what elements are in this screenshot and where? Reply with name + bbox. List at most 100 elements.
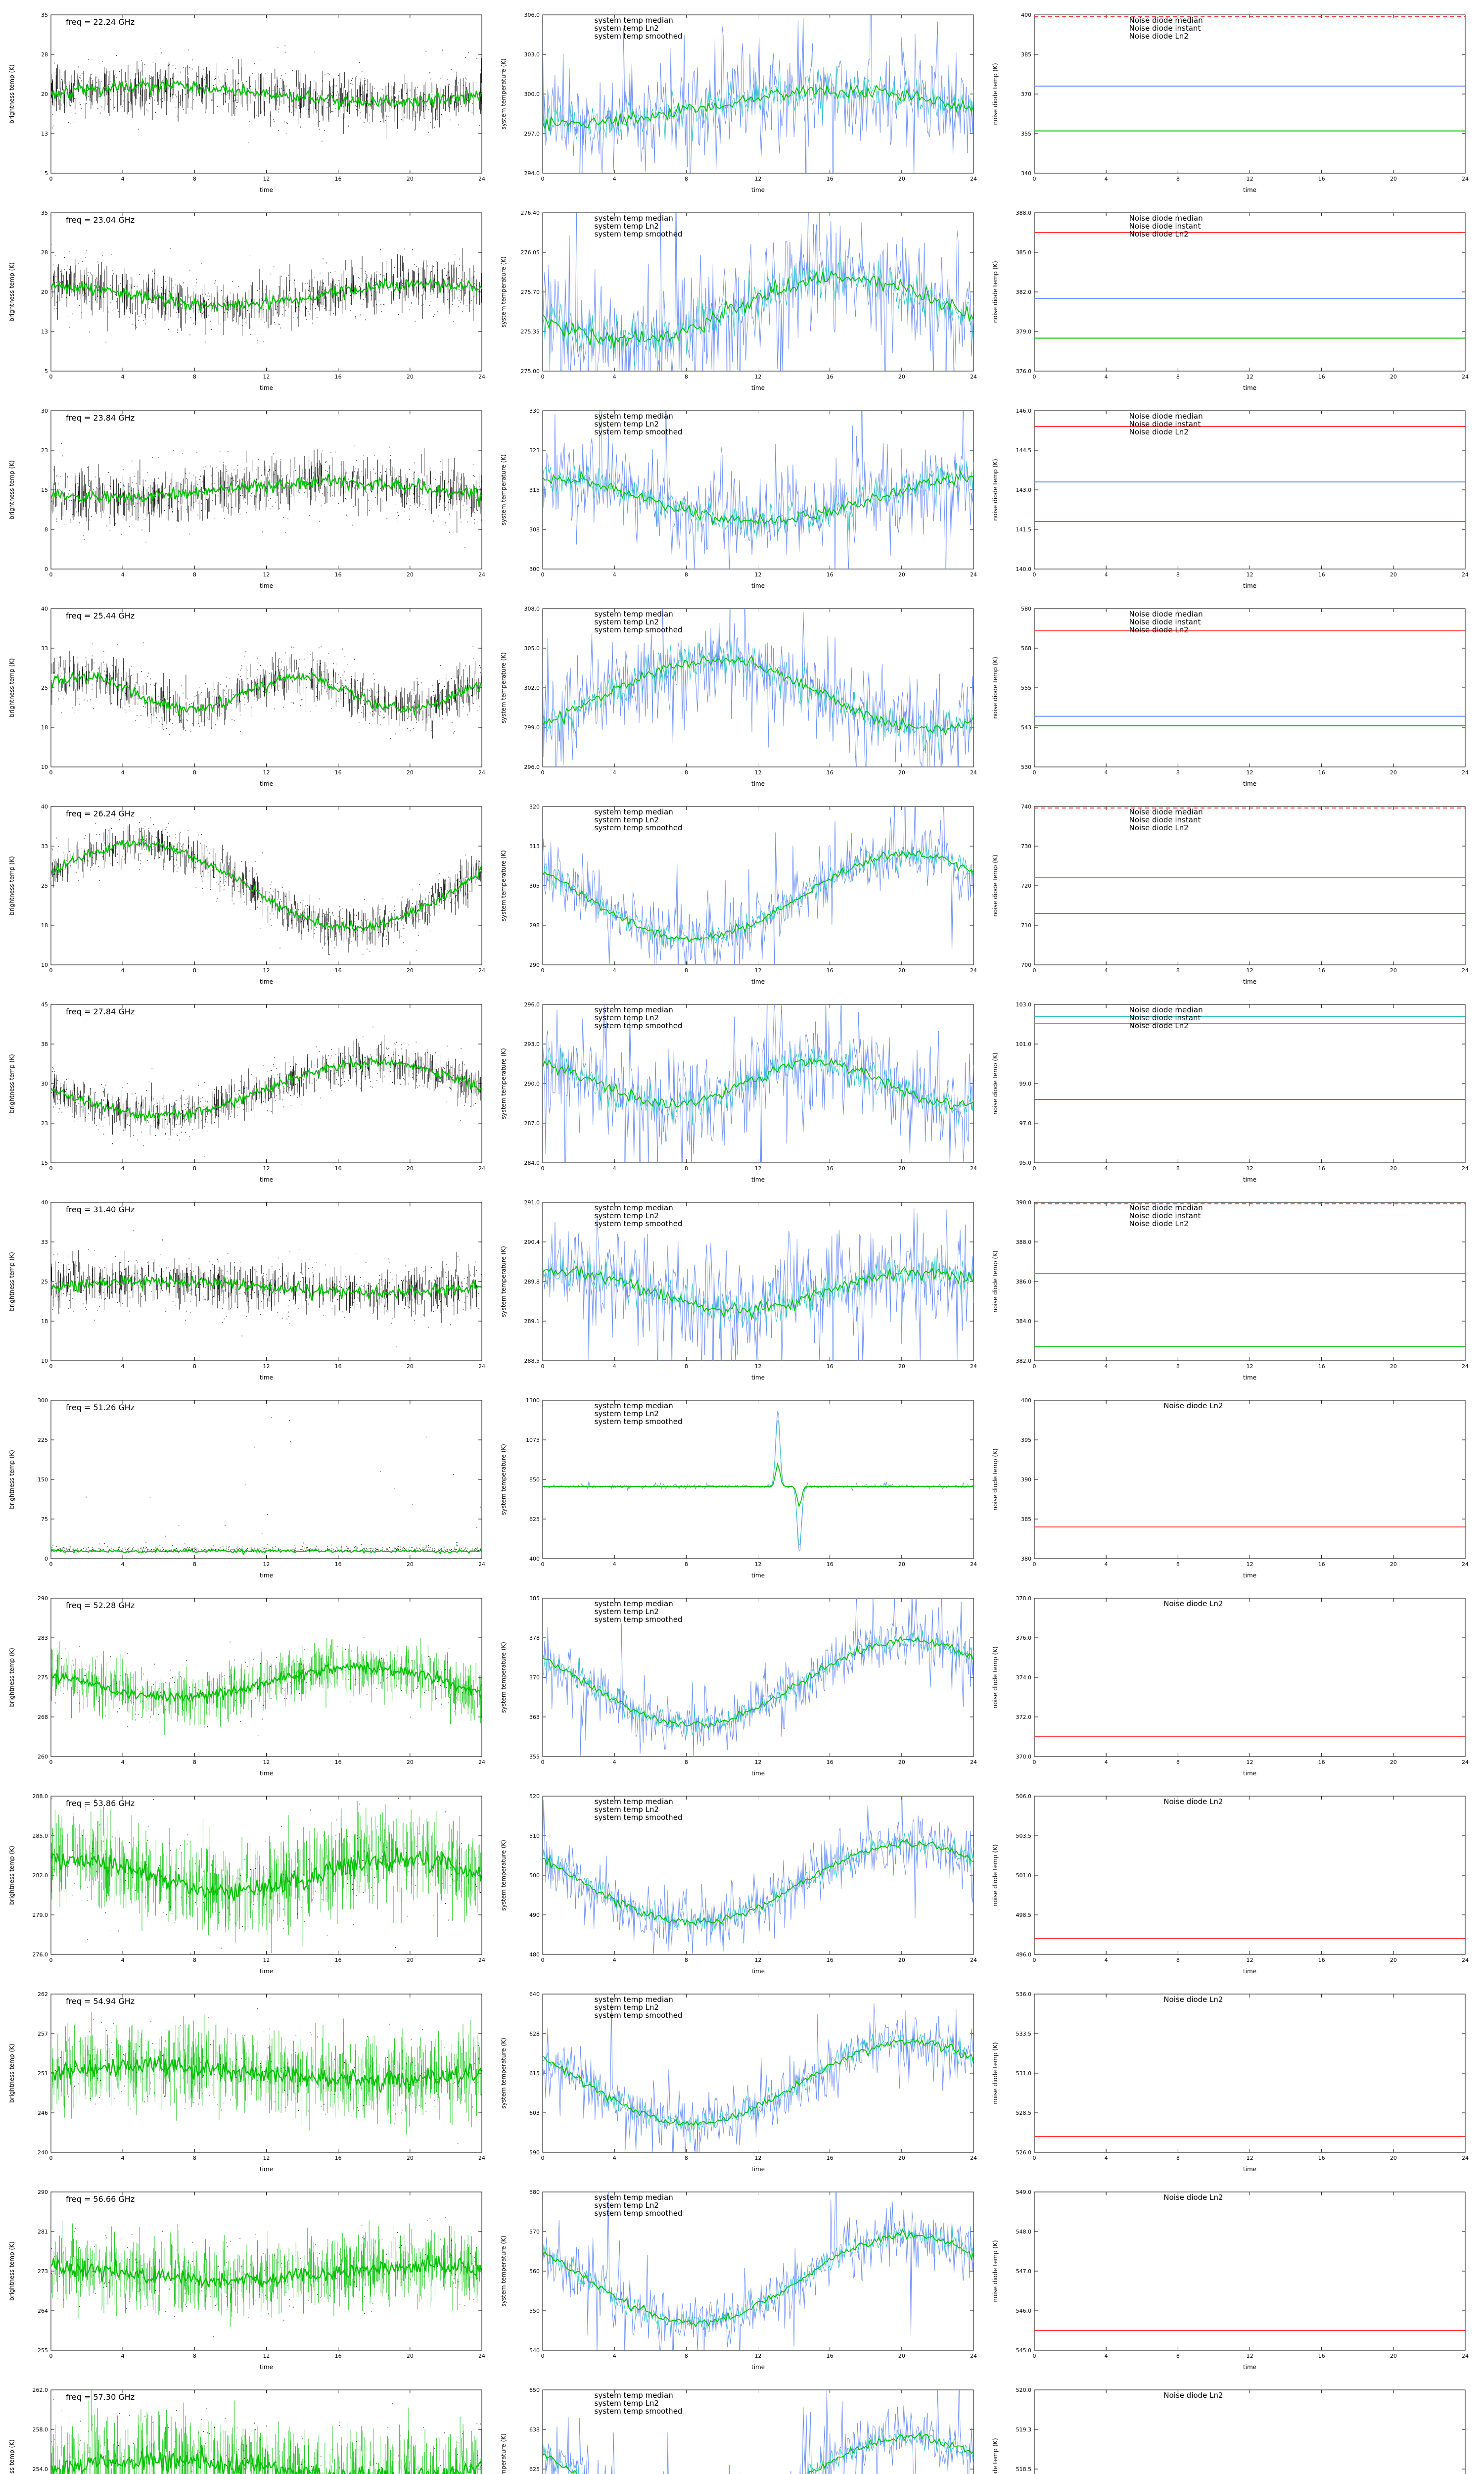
svg-text:8: 8	[1176, 2353, 1180, 2359]
svg-text:Noise diode median: Noise diode median	[1129, 808, 1203, 816]
svg-text:0: 0	[49, 374, 53, 380]
svg-text:275.35: 275.35	[521, 329, 540, 335]
svg-text:550: 550	[529, 2308, 540, 2314]
svg-text:24: 24	[478, 176, 485, 182]
svg-text:brightness temp (K): brightness temp (K)	[8, 1648, 15, 1707]
svg-text:290: 290	[38, 1595, 48, 1602]
svg-text:24: 24	[970, 1363, 977, 1370]
noise-diode-plot: 04812162024517.0517.8518.5519.3520.0time…	[987, 2377, 1472, 2474]
svg-text:24: 24	[970, 769, 977, 776]
svg-text:24: 24	[478, 374, 485, 380]
svg-text:0: 0	[541, 1363, 545, 1370]
svg-text:141.5: 141.5	[1016, 526, 1032, 533]
svg-text:20: 20	[1390, 1759, 1397, 1765]
svg-text:time: time	[751, 2166, 765, 2173]
svg-text:system temp smoothed: system temp smoothed	[595, 1417, 683, 1426]
brightness-temp-plot: 0 4 8 12 16 20 24 10 18 25 33 40 time brightness temp…	[4, 794, 489, 988]
svg-text:20: 20	[407, 176, 414, 182]
svg-text:4: 4	[613, 2155, 616, 2161]
system-temp-plot: 04812162024600613625638650timesystem tem…	[496, 2377, 980, 2474]
svg-text:8: 8	[1176, 1759, 1180, 1765]
svg-text:13: 13	[41, 131, 48, 137]
svg-text:system temp smoothed: system temp smoothed	[595, 1219, 683, 1228]
svg-text:283: 283	[38, 1635, 48, 1641]
svg-text:12: 12	[1247, 2155, 1253, 2161]
svg-text:system temperature (K): system temperature (K)	[500, 1444, 507, 1515]
svg-text:24: 24	[1462, 1957, 1469, 1963]
svg-text:225: 225	[38, 1437, 48, 1443]
svg-text:24: 24	[478, 2155, 485, 2161]
svg-text:system temp median: system temp median	[595, 1797, 673, 1806]
svg-text:379.0: 379.0	[1016, 329, 1032, 335]
svg-text:noise diode temp (K): noise diode temp (K)	[992, 2438, 999, 2474]
svg-text:289.1: 289.1	[524, 1318, 540, 1325]
svg-text:time: time	[260, 1572, 273, 1579]
svg-text:Noise diode instant: Noise diode instant	[1129, 1211, 1201, 1220]
svg-text:520.0: 520.0	[1016, 2387, 1032, 2393]
svg-text:16: 16	[335, 1363, 342, 1370]
svg-text:16: 16	[827, 2353, 834, 2359]
svg-text:20: 20	[1390, 1561, 1397, 1568]
svg-text:4: 4	[121, 1957, 125, 1963]
svg-text:548.0: 548.0	[1016, 2229, 1032, 2235]
svg-text:system temp Ln2: system temp Ln2	[595, 1013, 659, 1022]
svg-text:12: 12	[263, 2155, 270, 2161]
svg-text:brightness temp (K): brightness temp (K)	[8, 2044, 15, 2103]
svg-text:time: time	[260, 780, 273, 787]
svg-text:24: 24	[1462, 571, 1469, 578]
svg-text:16: 16	[335, 1561, 342, 1568]
svg-text:freq = 51.26 GHz: freq = 51.26 GHz	[66, 1403, 135, 1412]
svg-text:20: 20	[407, 1165, 414, 1172]
svg-text:20: 20	[407, 1561, 414, 1568]
svg-text:noise diode temp (K): noise diode temp (K)	[992, 1052, 999, 1114]
svg-text:23: 23	[41, 1120, 48, 1127]
svg-text:12: 12	[755, 176, 762, 182]
svg-text:376.0: 376.0	[1016, 368, 1032, 375]
svg-text:16: 16	[335, 2353, 342, 2359]
svg-text:0: 0	[1033, 1363, 1036, 1370]
svg-text:0: 0	[49, 1363, 53, 1370]
plot-row-3: 0 4 8 12 16 20 24 0 8 15 23 30 time brightness temp (…	[0, 396, 1484, 594]
svg-text:24: 24	[970, 2353, 977, 2359]
svg-text:noise diode temp (K): noise diode temp (K)	[992, 855, 999, 916]
brightness-temp-plot: 0 4 8 12 16 20 24 255 264 273 281 290 time brightness…	[4, 2179, 489, 2373]
svg-text:290.0: 290.0	[524, 1081, 540, 1087]
svg-text:12: 12	[263, 1561, 270, 1568]
svg-text:30: 30	[41, 1081, 48, 1087]
svg-text:16: 16	[1318, 1759, 1325, 1765]
svg-text:302.0: 302.0	[524, 685, 540, 691]
svg-text:time: time	[751, 582, 765, 589]
svg-text:4: 4	[1105, 571, 1108, 578]
svg-text:24: 24	[1462, 1759, 1469, 1765]
svg-text:system temp Ln2: system temp Ln2	[595, 24, 659, 33]
svg-text:355: 355	[1021, 131, 1031, 137]
svg-text:276.0: 276.0	[33, 1951, 48, 1958]
svg-text:brightness temp (K): brightness temp (K)	[8, 1054, 15, 1113]
svg-text:Noise diode Ln2: Noise diode Ln2	[1163, 1401, 1223, 1410]
svg-text:system temp median: system temp median	[595, 214, 673, 223]
svg-text:300.0: 300.0	[524, 91, 540, 97]
svg-text:519.3: 519.3	[1016, 2426, 1032, 2433]
svg-text:549.0: 549.0	[1016, 2189, 1032, 2195]
svg-text:308: 308	[529, 526, 540, 533]
svg-text:system temp Ln2: system temp Ln2	[595, 2201, 659, 2210]
svg-text:brightness temp (K): brightness temp (K)	[8, 1450, 15, 1509]
svg-text:freq = 52.28 GHz: freq = 52.28 GHz	[66, 1601, 135, 1610]
noise-diode-plot: 0 4 8 12 16 20 24 376.0 379.0 382.0 385.0 388.0 time…	[987, 200, 1472, 394]
svg-text:16: 16	[1318, 1165, 1325, 1172]
svg-text:freq = 23.84 GHz: freq = 23.84 GHz	[66, 413, 135, 423]
svg-text:400: 400	[1021, 12, 1031, 18]
svg-text:time: time	[751, 187, 765, 193]
svg-text:710: 710	[1021, 922, 1031, 929]
svg-text:12: 12	[1247, 967, 1253, 974]
svg-text:system temp median: system temp median	[595, 1005, 673, 1014]
svg-text:20: 20	[898, 374, 905, 380]
svg-text:16: 16	[827, 374, 834, 380]
svg-text:4: 4	[613, 176, 616, 182]
svg-text:20: 20	[1390, 1957, 1397, 1963]
noise-diode-plot: 0 4 8 12 16 20 24 700 710 720 730 740 time noise diod…	[987, 794, 1472, 988]
svg-text:18: 18	[41, 1318, 48, 1325]
svg-text:8: 8	[193, 1759, 196, 1765]
svg-text:4: 4	[613, 1561, 616, 1568]
svg-text:0: 0	[1033, 1957, 1036, 1963]
